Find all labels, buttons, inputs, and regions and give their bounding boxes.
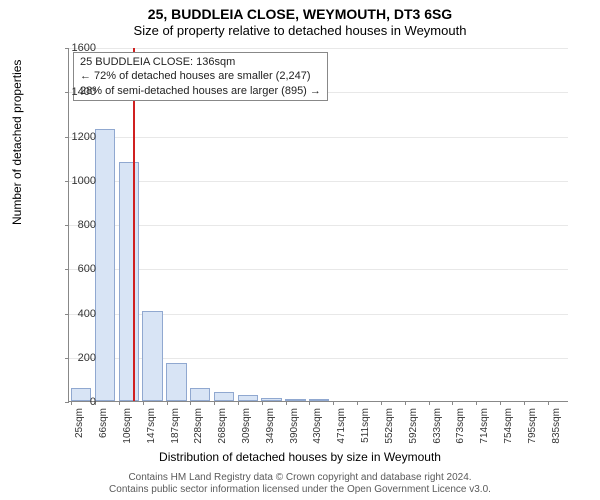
x-tick-label: 187sqm [170,408,181,448]
x-tick-label: 147sqm [146,408,157,448]
grid-line [69,225,568,226]
footer: Contains HM Land Registry data © Crown c… [0,472,600,496]
x-tick-label: 754sqm [503,408,514,448]
x-tick-label: 592sqm [408,408,419,448]
y-axis-label: Number of detached properties [10,60,24,225]
y-tick-label: 0 [56,396,96,408]
x-tick-mark [548,401,549,405]
x-tick-mark [357,401,358,405]
x-tick-mark [238,401,239,405]
reference-line [133,48,135,401]
annotation-box: 25 BUDDLEIA CLOSE: 136sqm ← 72% of detac… [73,52,328,101]
y-tick-label: 200 [56,352,96,364]
x-tick-label: 25sqm [74,408,85,448]
histogram-bar [119,162,139,401]
x-tick-label: 430sqm [312,408,323,448]
title-block: 25, BUDDLEIA CLOSE, WEYMOUTH, DT3 6SG Si… [0,0,600,38]
y-tick-label: 600 [56,263,96,275]
histogram-bar [238,395,258,401]
x-tick-mark [262,401,263,405]
y-tick-label: 400 [56,308,96,320]
x-tick-mark [309,401,310,405]
histogram-bar [214,392,234,401]
x-tick-label: 552sqm [384,408,395,448]
grid-line [69,269,568,270]
chart-title: 25, BUDDLEIA CLOSE, WEYMOUTH, DT3 6SG [0,6,600,22]
histogram-bar [166,363,186,401]
x-tick-mark [190,401,191,405]
x-tick-mark [405,401,406,405]
chart-container: 25, BUDDLEIA CLOSE, WEYMOUTH, DT3 6SG Si… [0,0,600,500]
histogram-bar [261,398,281,401]
histogram-bar [285,399,305,401]
x-tick-label: 228sqm [193,408,204,448]
x-tick-mark [286,401,287,405]
grid-line [69,181,568,182]
x-tick-label: 673sqm [455,408,466,448]
x-tick-mark [524,401,525,405]
y-tick-label: 1400 [56,86,96,98]
x-tick-label: 633sqm [432,408,443,448]
x-tick-label: 835sqm [551,408,562,448]
x-tick-mark [381,401,382,405]
x-tick-mark [452,401,453,405]
x-tick-mark [214,401,215,405]
x-axis-label: Distribution of detached houses by size … [0,450,600,464]
histogram-bar [190,388,210,401]
footer-line: Contains public sector information licen… [0,484,600,496]
y-tick-label: 1600 [56,42,96,54]
annotation-line: 28% of semi-detached houses are larger (… [80,84,321,98]
x-tick-label: 309sqm [241,408,252,448]
footer-line: Contains HM Land Registry data © Crown c… [0,472,600,484]
x-tick-mark [500,401,501,405]
x-tick-mark [167,401,168,405]
annotation-line: 25 BUDDLEIA CLOSE: 136sqm [80,55,321,69]
grid-line [69,48,568,49]
annotation-line: ← 72% of detached houses are smaller (2,… [80,69,321,83]
histogram-bar [142,311,162,401]
x-tick-label: 349sqm [265,408,276,448]
x-tick-label: 268sqm [217,408,228,448]
x-tick-mark [119,401,120,405]
x-tick-label: 511sqm [360,408,371,448]
y-tick-label: 1000 [56,175,96,187]
grid-line [69,137,568,138]
x-tick-mark [143,401,144,405]
x-tick-mark [429,401,430,405]
y-tick-label: 800 [56,219,96,231]
y-tick-label: 1200 [56,131,96,143]
x-tick-label: 106sqm [122,408,133,448]
histogram-bar [95,129,115,401]
histogram-bar [309,399,329,401]
x-tick-label: 795sqm [527,408,538,448]
x-tick-label: 471sqm [336,408,347,448]
x-tick-label: 66sqm [98,408,109,448]
chart-subtitle: Size of property relative to detached ho… [0,23,600,38]
x-tick-label: 390sqm [289,408,300,448]
x-tick-label: 714sqm [479,408,490,448]
x-tick-mark [476,401,477,405]
x-tick-mark [333,401,334,405]
plot-area: 25 BUDDLEIA CLOSE: 136sqm ← 72% of detac… [68,48,568,402]
